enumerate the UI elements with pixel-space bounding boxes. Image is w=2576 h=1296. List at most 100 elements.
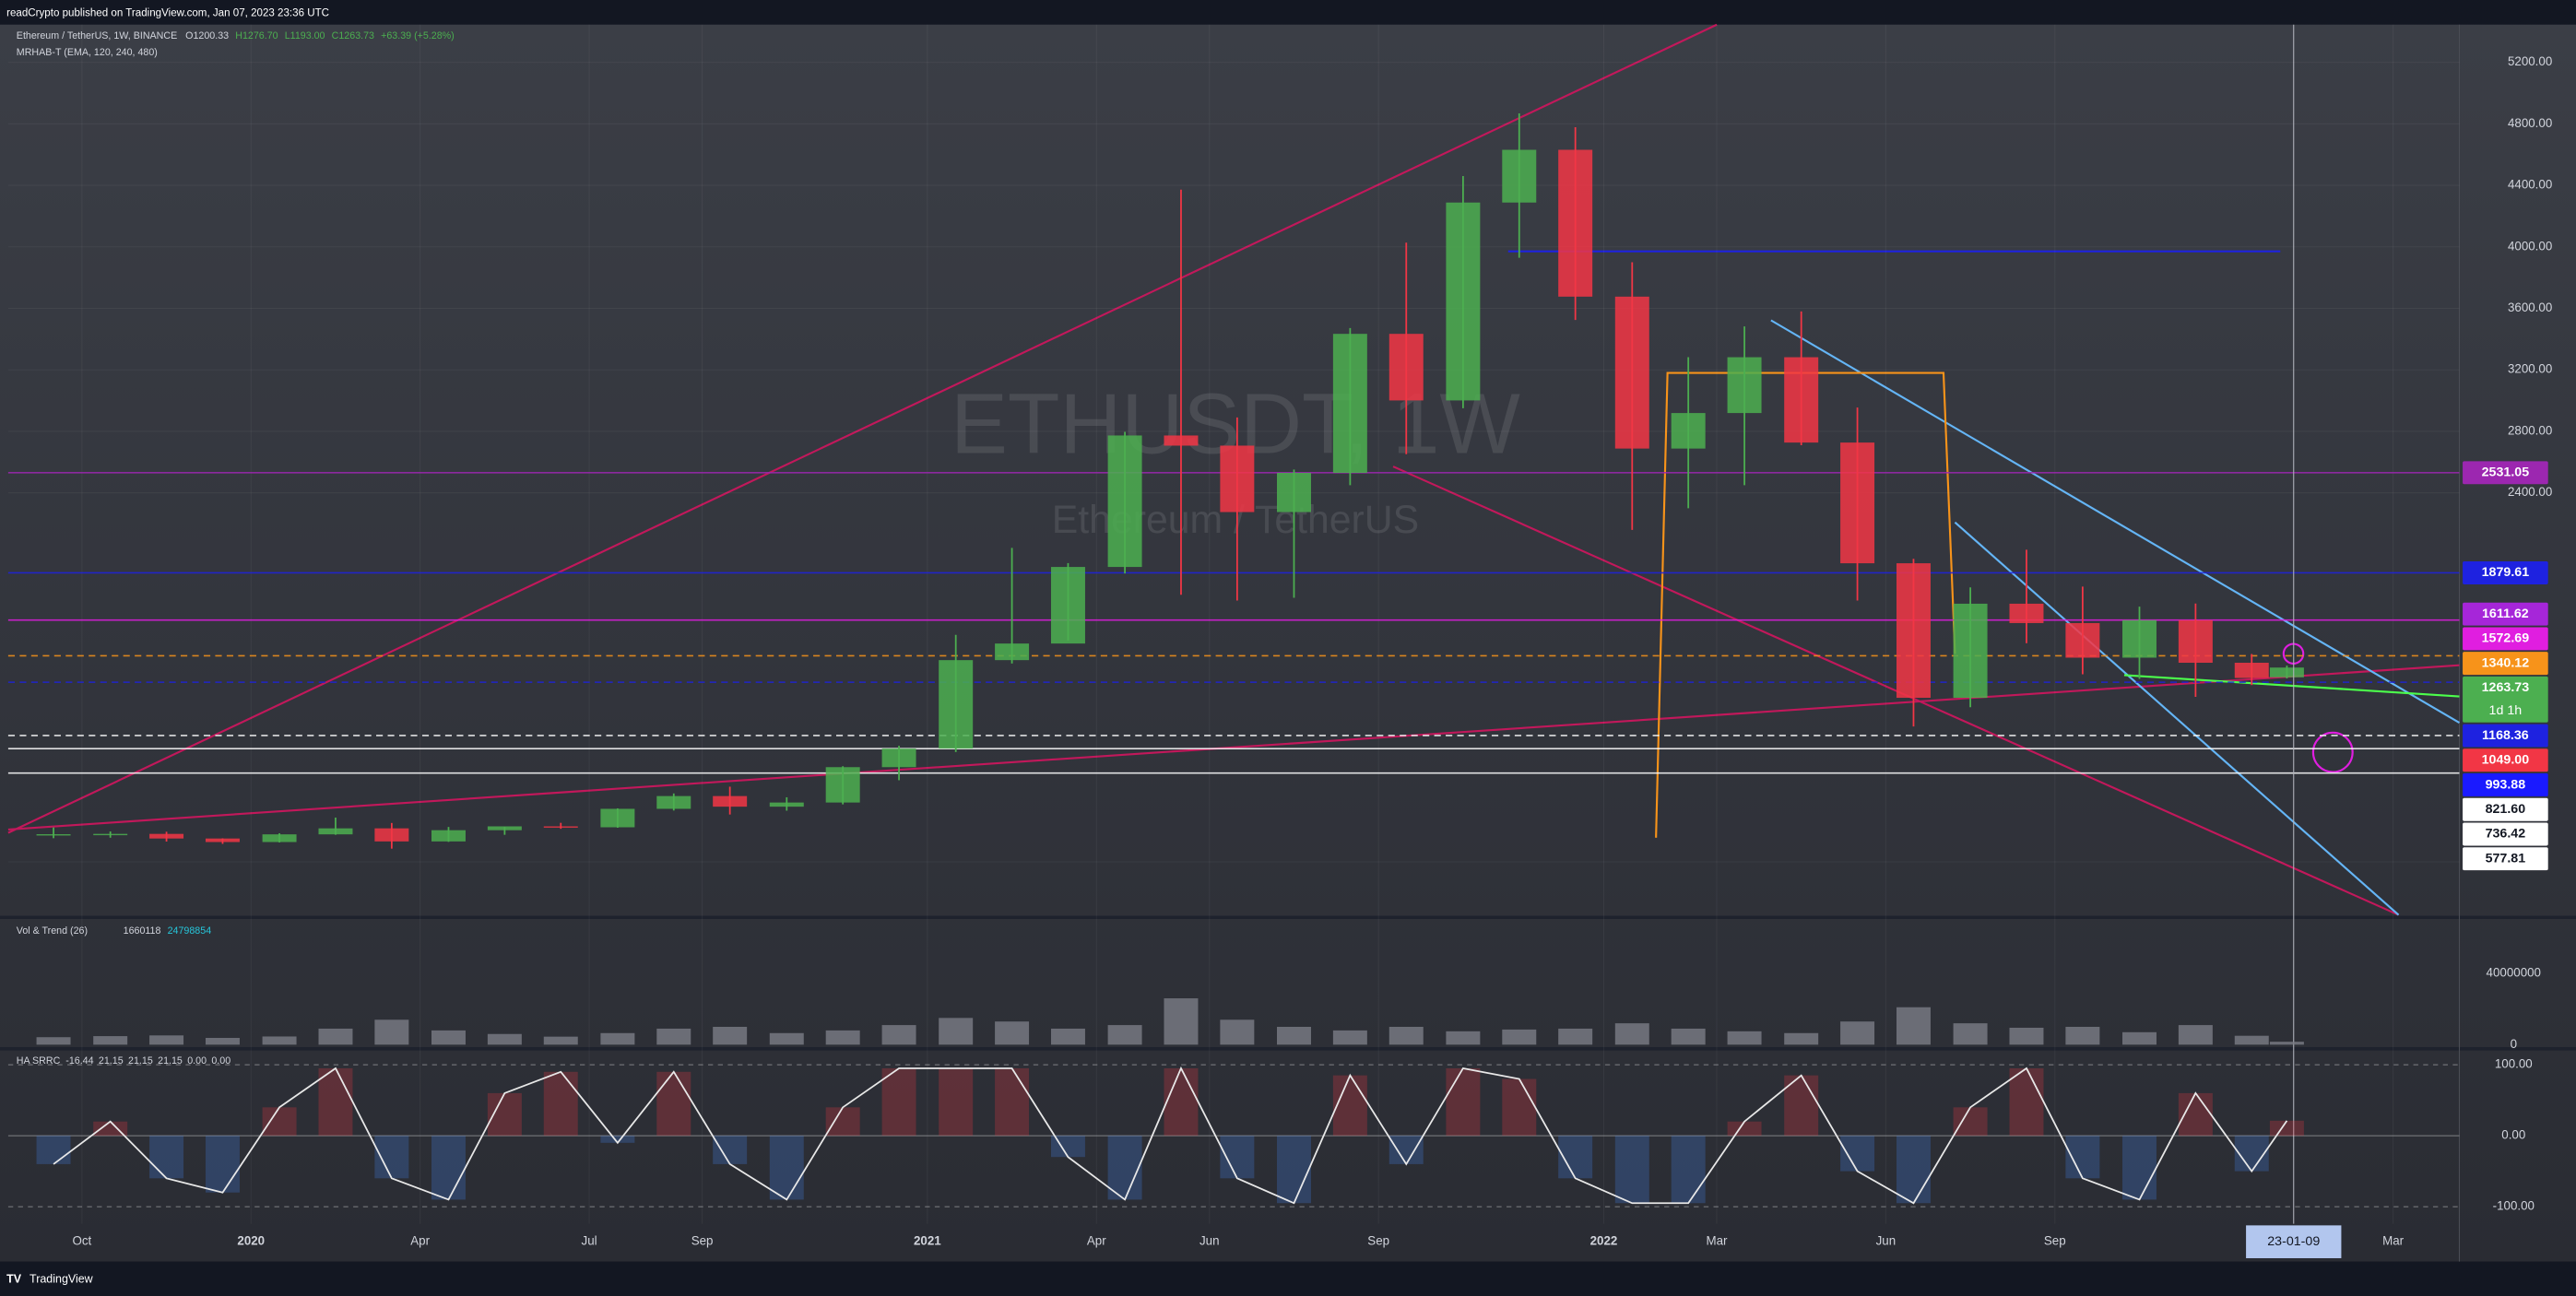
x-tick-label: Sep bbox=[1367, 1234, 1389, 1248]
price-label: 736.42 bbox=[2486, 827, 2526, 842]
x-tick-label: Sep bbox=[691, 1234, 714, 1248]
oscillator-stat: 21.15 bbox=[158, 1055, 183, 1066]
price-label-bg bbox=[2463, 847, 2548, 871]
candle-body bbox=[1446, 202, 1481, 401]
volume-bar bbox=[318, 1028, 353, 1045]
footer-logo: TV bbox=[6, 1272, 22, 1285]
x-tick-label: Mar bbox=[2382, 1234, 2405, 1248]
crosshair-label-bg bbox=[2246, 1225, 2342, 1259]
oscillator-histogram bbox=[1107, 1136, 1142, 1200]
price-label: 1611.62 bbox=[2482, 607, 2529, 621]
volume-bar bbox=[2009, 1027, 2044, 1045]
y-tick-label: 3200.00 bbox=[2508, 362, 2552, 376]
y-tick-label: 5200.00 bbox=[2508, 54, 2552, 68]
volume-bar bbox=[2122, 1031, 2157, 1045]
oscillator-histogram bbox=[543, 1071, 578, 1137]
oscillator-stat: 0.00 bbox=[211, 1055, 230, 1066]
oscillator-tick-label: -100.00 bbox=[2493, 1199, 2535, 1213]
candle-body bbox=[1558, 149, 1593, 297]
volume-bar bbox=[713, 1027, 748, 1045]
oscillator-histogram bbox=[36, 1136, 71, 1164]
candle-body bbox=[600, 808, 635, 828]
oscillator-histogram bbox=[205, 1136, 240, 1193]
volume-bar bbox=[600, 1032, 635, 1045]
oscillator-histogram bbox=[881, 1067, 916, 1137]
price-label-bg bbox=[2463, 773, 2548, 796]
oscillator-histogram bbox=[1671, 1136, 1706, 1204]
candle-body bbox=[1784, 357, 1819, 443]
volume-bar bbox=[1107, 1025, 1142, 1045]
drawings bbox=[7, 23, 2461, 916]
candle-body bbox=[1220, 445, 1255, 513]
candle-body bbox=[2122, 619, 2157, 658]
volume-bar bbox=[2065, 1027, 2100, 1045]
volume-bar bbox=[1614, 1023, 1649, 1045]
oscillator-histogram bbox=[318, 1067, 353, 1137]
candle-body bbox=[1388, 334, 1424, 401]
volume-bar bbox=[1840, 1021, 1875, 1045]
volume-bar bbox=[374, 1019, 409, 1045]
candle-body bbox=[374, 828, 409, 842]
price-label: 821.60 bbox=[2486, 802, 2526, 817]
volume-bar bbox=[2234, 1035, 2269, 1045]
volume-stat: 24798854 bbox=[168, 925, 212, 937]
volume-bar bbox=[1727, 1031, 1762, 1045]
volume-bar bbox=[431, 1030, 466, 1045]
oscillator-histogram bbox=[1614, 1136, 1649, 1204]
marker-circle bbox=[2311, 731, 2354, 773]
candle-body bbox=[262, 834, 297, 842]
volume-bar bbox=[1050, 1028, 1085, 1045]
price-label-bg bbox=[2463, 627, 2548, 651]
oscillator-histogram bbox=[1388, 1136, 1424, 1164]
oscillator-histogram bbox=[1164, 1067, 1199, 1137]
price-label-bg bbox=[2463, 602, 2548, 626]
volume-bar bbox=[1446, 1031, 1481, 1045]
price-label: 993.88 bbox=[2486, 777, 2526, 792]
candle-body bbox=[1164, 435, 1199, 446]
volume-tick-label: 0 bbox=[2511, 1037, 2517, 1051]
volume-bar bbox=[825, 1030, 860, 1045]
candle-body bbox=[1107, 435, 1142, 568]
volume-bar bbox=[1277, 1027, 1311, 1045]
price-label-bg bbox=[2463, 822, 2548, 846]
oscillator-histogram bbox=[769, 1136, 804, 1200]
candle-body bbox=[1332, 334, 1367, 473]
price-label: 577.81 bbox=[2486, 851, 2526, 866]
oscillator-stat: 21.15 bbox=[128, 1055, 153, 1066]
trendline bbox=[7, 664, 2460, 831]
y-tick-label: 4800.00 bbox=[2508, 116, 2552, 130]
oscillator-histogram bbox=[1502, 1078, 1537, 1137]
oscillator-histogram bbox=[939, 1067, 974, 1137]
oscillator-histogram bbox=[1840, 1136, 1875, 1172]
oscillator-histogram bbox=[2009, 1067, 2044, 1137]
price-label: 1340.12 bbox=[2482, 655, 2530, 670]
x-tick-label: Sep bbox=[2044, 1234, 2066, 1248]
oscillator-line bbox=[53, 1066, 2288, 1205]
volume-bar bbox=[205, 1038, 240, 1045]
price-label: 1879.61 bbox=[2482, 565, 2530, 580]
candle-body bbox=[1277, 472, 1311, 513]
volume-bar bbox=[769, 1032, 804, 1045]
candle-body bbox=[825, 767, 860, 803]
x-tick-label: Oct bbox=[72, 1234, 91, 1248]
volume-bar bbox=[1332, 1030, 1367, 1045]
oscillator-stat: 0.00 bbox=[187, 1055, 207, 1066]
candle-body bbox=[995, 643, 1030, 661]
price-label: 2531.05 bbox=[2482, 465, 2530, 480]
volume-bar bbox=[36, 1037, 71, 1045]
candle-body bbox=[149, 833, 184, 839]
candle-body bbox=[2009, 603, 2044, 623]
candle-body bbox=[1953, 603, 1988, 699]
oscillator-histogram bbox=[431, 1136, 466, 1200]
candle-body bbox=[2269, 667, 2304, 677]
y-tick-label: 4400.00 bbox=[2508, 178, 2552, 192]
candle-body bbox=[881, 748, 916, 768]
crosshair-label: 23-01-09 bbox=[2267, 1234, 2320, 1249]
x-tick-label: Mar bbox=[1706, 1234, 1728, 1248]
candle-body bbox=[318, 828, 353, 835]
oscillator-histogram bbox=[2122, 1136, 2157, 1200]
x-tick-label: Apr bbox=[410, 1234, 430, 1248]
volume-tick-label: 40000000 bbox=[2487, 965, 2541, 979]
